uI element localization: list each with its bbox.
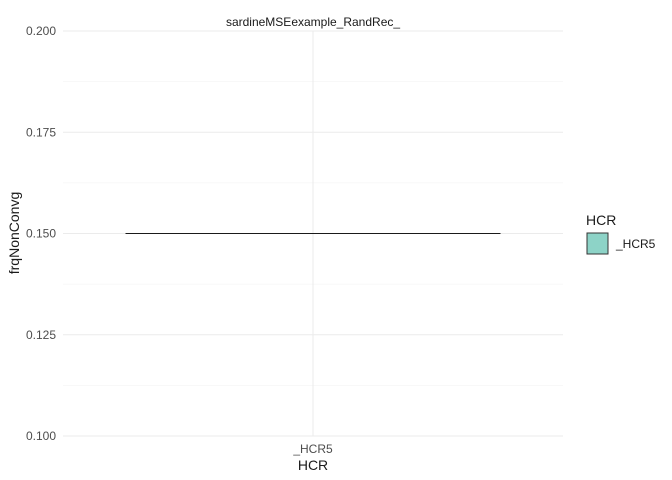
y-tick-label: 0.200: [26, 24, 56, 38]
chart-title: sardineMSEexample_RandRec_: [226, 15, 400, 29]
y-tick-label: 0.150: [26, 227, 56, 241]
y-tick-label: 0.100: [26, 429, 56, 443]
legend: HCR _HCR5: [586, 212, 656, 255]
legend-title: HCR: [586, 212, 616, 228]
y-tick-label: 0.175: [26, 125, 56, 139]
y-axis-ticks: 0.100 0.125 0.150 0.175 0.200: [26, 24, 56, 443]
legend-key-hcr5: [586, 232, 609, 255]
x-axis-title: HCR: [298, 457, 328, 473]
x-axis-ticks: _HCR5: [292, 442, 333, 456]
legend-label-hcr5: _HCR5: [615, 237, 656, 251]
y-tick-label: 0.125: [26, 328, 56, 342]
y-axis-title: frqNonConvg: [6, 192, 22, 275]
x-tick-label: _HCR5: [292, 442, 333, 456]
